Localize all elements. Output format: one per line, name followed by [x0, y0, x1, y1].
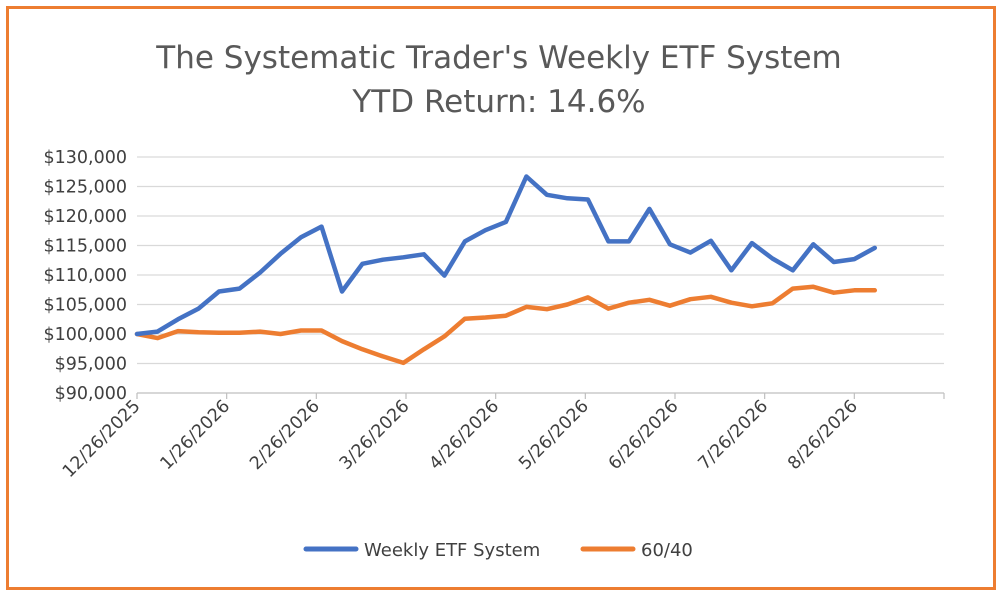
y-tick-label: $105,000: [43, 296, 127, 316]
legend: Weekly ETF System 60/40: [303, 540, 693, 561]
y-tick-label: $125,000: [43, 178, 127, 198]
chart-subtitle: YTD Return: 14.6%: [351, 84, 645, 120]
y-tick-label: $120,000: [43, 207, 127, 227]
legend-label-60-40: 60/40: [641, 540, 693, 561]
y-tick-label: $115,000: [43, 237, 127, 257]
legend-label-weekly-etf-system: Weekly ETF System: [364, 540, 540, 561]
x-tick-label: 8/26/2026: [784, 396, 862, 474]
x-tick-label: 2/26/2026: [246, 396, 324, 474]
y-tick-label: $95,000: [55, 355, 127, 375]
x-tick-label: 1/26/2026: [157, 396, 235, 474]
x-axis-ticks: 12/26/2025 1/26/2026 2/26/2026 3/26/2026 4/2…: [59, 393, 945, 482]
series-line-weekly-etf-system: [134, 174, 878, 337]
y-axis-ticks: $90,000 $95,000 $100,000 $105,000 $110,000 $1…: [43, 148, 127, 404]
x-tick-label: 5/26/2026: [515, 396, 593, 474]
x-tick-label: 4/26/2026: [426, 396, 504, 474]
y-tick-label: $130,000: [43, 148, 127, 168]
x-tick-label: 3/26/2026: [336, 396, 414, 474]
x-tick-label: 12/26/2025: [59, 396, 144, 481]
y-tick-label: $110,000: [43, 266, 127, 286]
x-tick-label: 6/26/2026: [605, 396, 683, 474]
x-tick-label: 7/26/2026: [695, 396, 773, 474]
y-tick-label: $100,000: [43, 325, 127, 345]
chart-frame: [6, 6, 996, 590]
series-line-60-40: [134, 284, 878, 366]
series-lines: [134, 174, 878, 366]
y-tick-label: $90,000: [55, 384, 127, 404]
chart-title: The Systematic Trader's Weekly ETF Syste…: [155, 40, 841, 76]
